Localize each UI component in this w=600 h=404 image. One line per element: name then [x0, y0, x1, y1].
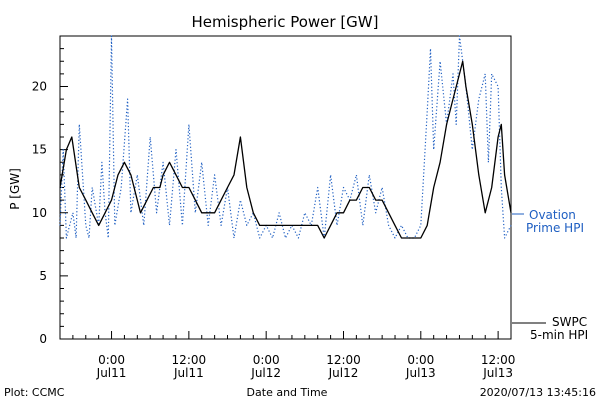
legend-swpc-label: SWPC	[552, 315, 587, 329]
x-tick-time-label: 12:00	[172, 353, 207, 367]
x-tick-date-label: Jul11	[173, 366, 204, 380]
x-tick-date-label: Jul11	[96, 366, 127, 380]
y-tick-label: 10	[32, 206, 47, 220]
y-tick-label: 15	[32, 143, 47, 157]
chart-title: Hemispheric Power [GW]	[192, 13, 379, 31]
legend-ovation-label-2: Prime HPI	[526, 221, 584, 235]
swpc-series-line	[59, 60, 512, 239]
footer-credit: Plot: CCMC	[4, 386, 65, 399]
y-axis: 0 5 10 15 20	[32, 35, 68, 346]
y-tick-label: 20	[32, 80, 47, 94]
x-tick-date-label: Jul12	[250, 366, 281, 380]
legend-swpc-label-2: 5-min HPI	[530, 328, 588, 342]
x-tick-time-label: 0:00	[253, 353, 280, 367]
x-tick-time-label: 0:00	[407, 353, 434, 367]
x-axis-label: Date and Time	[247, 386, 328, 399]
x-tick-date-label: Jul12	[328, 366, 359, 380]
plot-frame	[59, 35, 512, 340]
x-axis: 0:00Jul1112:00Jul110:00Jul1212:00Jul120:…	[59, 331, 516, 380]
legend-swpc: SWPC 5-min HPI	[512, 315, 588, 342]
x-tick-date-label: Jul13	[405, 366, 436, 380]
x-tick-date-label: Jul13	[482, 366, 513, 380]
legend-ovation-label: Ovation	[529, 208, 576, 222]
x-tick-time-label: 12:00	[326, 353, 361, 367]
x-tick-time-label: 12:00	[481, 353, 516, 367]
y-tick-label: 0	[39, 332, 47, 346]
x-tick-time-label: 0:00	[98, 353, 125, 367]
ovation-prime-series-line	[59, 35, 512, 239]
series-layer	[59, 35, 512, 239]
footer-timestamp: 2020/07/13 13:45:16	[480, 386, 596, 399]
legend-ovation: Ovation Prime HPI	[512, 208, 584, 235]
y-axis-label: P [GW]	[8, 168, 22, 210]
y-tick-label: 5	[39, 269, 47, 283]
